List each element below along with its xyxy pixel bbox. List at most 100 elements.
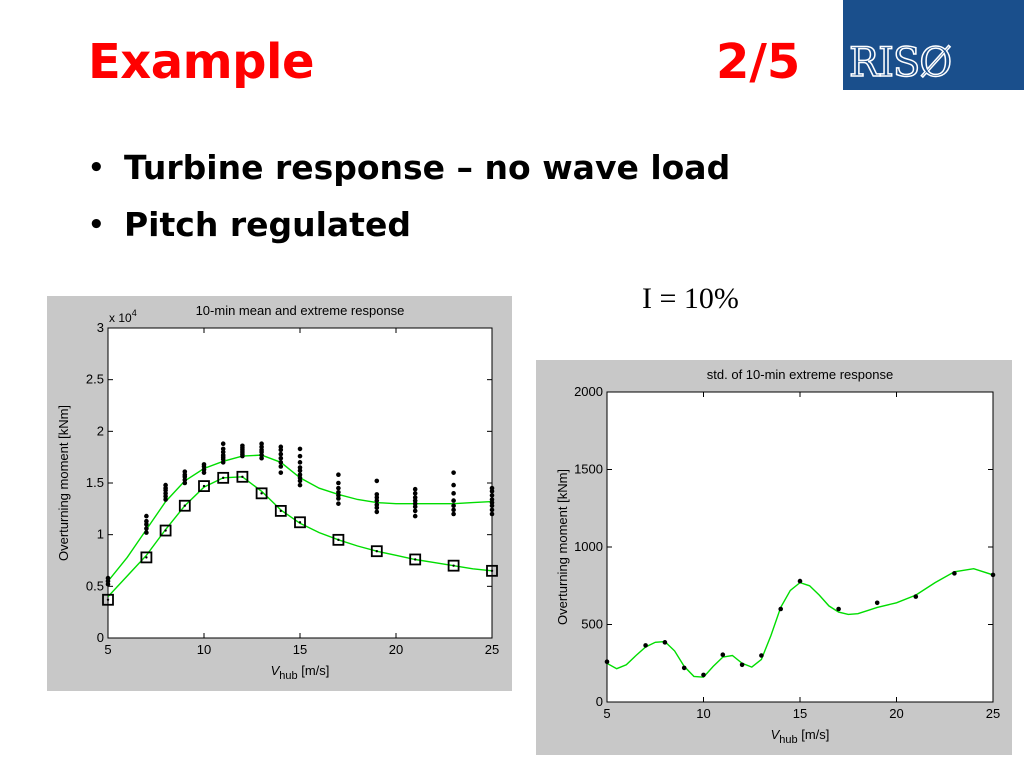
data-point xyxy=(374,502,380,507)
turbulence-intensity-label: I = 10% xyxy=(642,282,739,315)
data-point xyxy=(144,518,149,524)
mean-square-center xyxy=(106,598,110,601)
slide-title: Example xyxy=(88,34,315,90)
mean-square-point xyxy=(486,564,498,577)
x-tick-label: 5 xyxy=(603,706,610,721)
x-tick-label: 25 xyxy=(986,706,1000,721)
data-point xyxy=(604,659,610,664)
data-point xyxy=(220,446,226,452)
mean-square-point xyxy=(447,559,460,572)
bullet-item: • Pitch regulated xyxy=(88,203,730,260)
bullet-item: • Turbine response – no wave load xyxy=(88,146,730,203)
mean-square-point xyxy=(294,516,306,529)
mean-square-center xyxy=(279,509,282,513)
mean-square-center xyxy=(241,475,244,478)
mean-square-center xyxy=(414,558,417,561)
y-tick-label: 2 xyxy=(97,423,104,438)
data-point xyxy=(278,455,284,461)
chart-std-extreme: std. of 10-min extreme response 5 10 15 20 25… xyxy=(555,367,1000,746)
data-point xyxy=(374,478,380,484)
mean-square-point xyxy=(198,480,210,493)
data-point xyxy=(144,526,149,531)
data-point xyxy=(836,606,841,612)
data-point xyxy=(720,652,726,658)
y-tick-label: 1000 xyxy=(574,539,603,554)
data-point xyxy=(182,469,188,474)
mean-square-point xyxy=(274,504,287,517)
y-axis-multiplier: x 104 xyxy=(109,308,137,325)
plot-area xyxy=(606,391,994,703)
data-point xyxy=(451,470,456,475)
data-point xyxy=(451,491,456,496)
data-point xyxy=(278,464,284,469)
data-point xyxy=(489,493,495,498)
data-point xyxy=(913,594,919,599)
data-point xyxy=(759,653,764,658)
bullet-text: Pitch regulated xyxy=(124,205,411,244)
data-point xyxy=(220,441,226,447)
y-tick-label: 1500 xyxy=(574,462,603,477)
chart-title: 10-min mean and extreme response xyxy=(196,303,405,318)
mean-square-center xyxy=(452,564,455,567)
data-point xyxy=(297,446,303,452)
data-point xyxy=(336,485,341,491)
x-tick-label: 10 xyxy=(696,706,710,721)
x-tick-label: 5 xyxy=(104,642,111,657)
y-axis-label: Overturning moment [kNm] xyxy=(56,405,71,561)
mean-square-point xyxy=(370,545,383,558)
mean-square-center xyxy=(222,476,225,480)
data-point xyxy=(278,451,284,457)
mean-square-point xyxy=(102,593,114,606)
x-tick-label: 20 xyxy=(389,642,403,657)
mean-square-center xyxy=(260,492,263,495)
data-point xyxy=(451,482,456,488)
data-point xyxy=(374,509,380,515)
bullet-text: Turbine response – no wave load xyxy=(124,148,731,187)
data-point xyxy=(681,665,687,671)
data-point xyxy=(336,490,341,495)
y-tick-label: 2000 xyxy=(574,384,603,399)
mean-square-point xyxy=(217,471,230,484)
mean-square-center xyxy=(490,569,494,573)
mean-square-center xyxy=(164,529,167,532)
data-point xyxy=(412,508,418,514)
data-point xyxy=(451,507,456,513)
mean-square-center xyxy=(298,521,302,524)
data-point xyxy=(374,492,380,497)
mean-square-point xyxy=(178,499,191,512)
y-tick-label: 0 xyxy=(97,630,104,645)
mean-square-point xyxy=(332,533,345,546)
x-axis-label: Vhub [m/s] xyxy=(771,727,830,746)
data-point xyxy=(259,441,264,447)
data-point xyxy=(297,482,303,488)
data-point xyxy=(952,571,957,576)
data-point xyxy=(701,672,706,678)
chart-title: std. of 10-min extreme response xyxy=(707,367,893,382)
data-point xyxy=(412,491,418,496)
data-point xyxy=(797,578,803,584)
mean-square-point xyxy=(236,470,249,483)
y-axis-label: Overturning moment [kNm] xyxy=(555,469,570,625)
mean-square-point xyxy=(159,524,172,537)
bullet-dot-icon: • xyxy=(88,153,105,183)
data-point xyxy=(874,600,880,606)
data-point xyxy=(412,495,418,500)
data-point xyxy=(144,513,149,519)
data-point xyxy=(336,480,341,486)
x-tick-label: 15 xyxy=(793,706,807,721)
data-point xyxy=(278,444,284,450)
riso-logo-text: RISØ xyxy=(848,40,953,86)
y-tick-label: 0.5 xyxy=(86,578,104,593)
x-tick-label: 25 xyxy=(485,642,499,657)
data-point xyxy=(451,503,456,509)
y-tick-label: 3 xyxy=(97,320,104,335)
chart-panel-mean-extreme: 10-min mean and extreme response 5 10 15 20 2… xyxy=(47,296,512,691)
mean-square-point xyxy=(255,487,268,500)
data-point xyxy=(297,472,303,478)
mean-square-center xyxy=(202,484,206,488)
slide-page-number: 2/5 xyxy=(716,34,801,90)
data-point xyxy=(489,485,495,491)
data-point xyxy=(297,453,303,459)
data-point xyxy=(297,465,303,470)
